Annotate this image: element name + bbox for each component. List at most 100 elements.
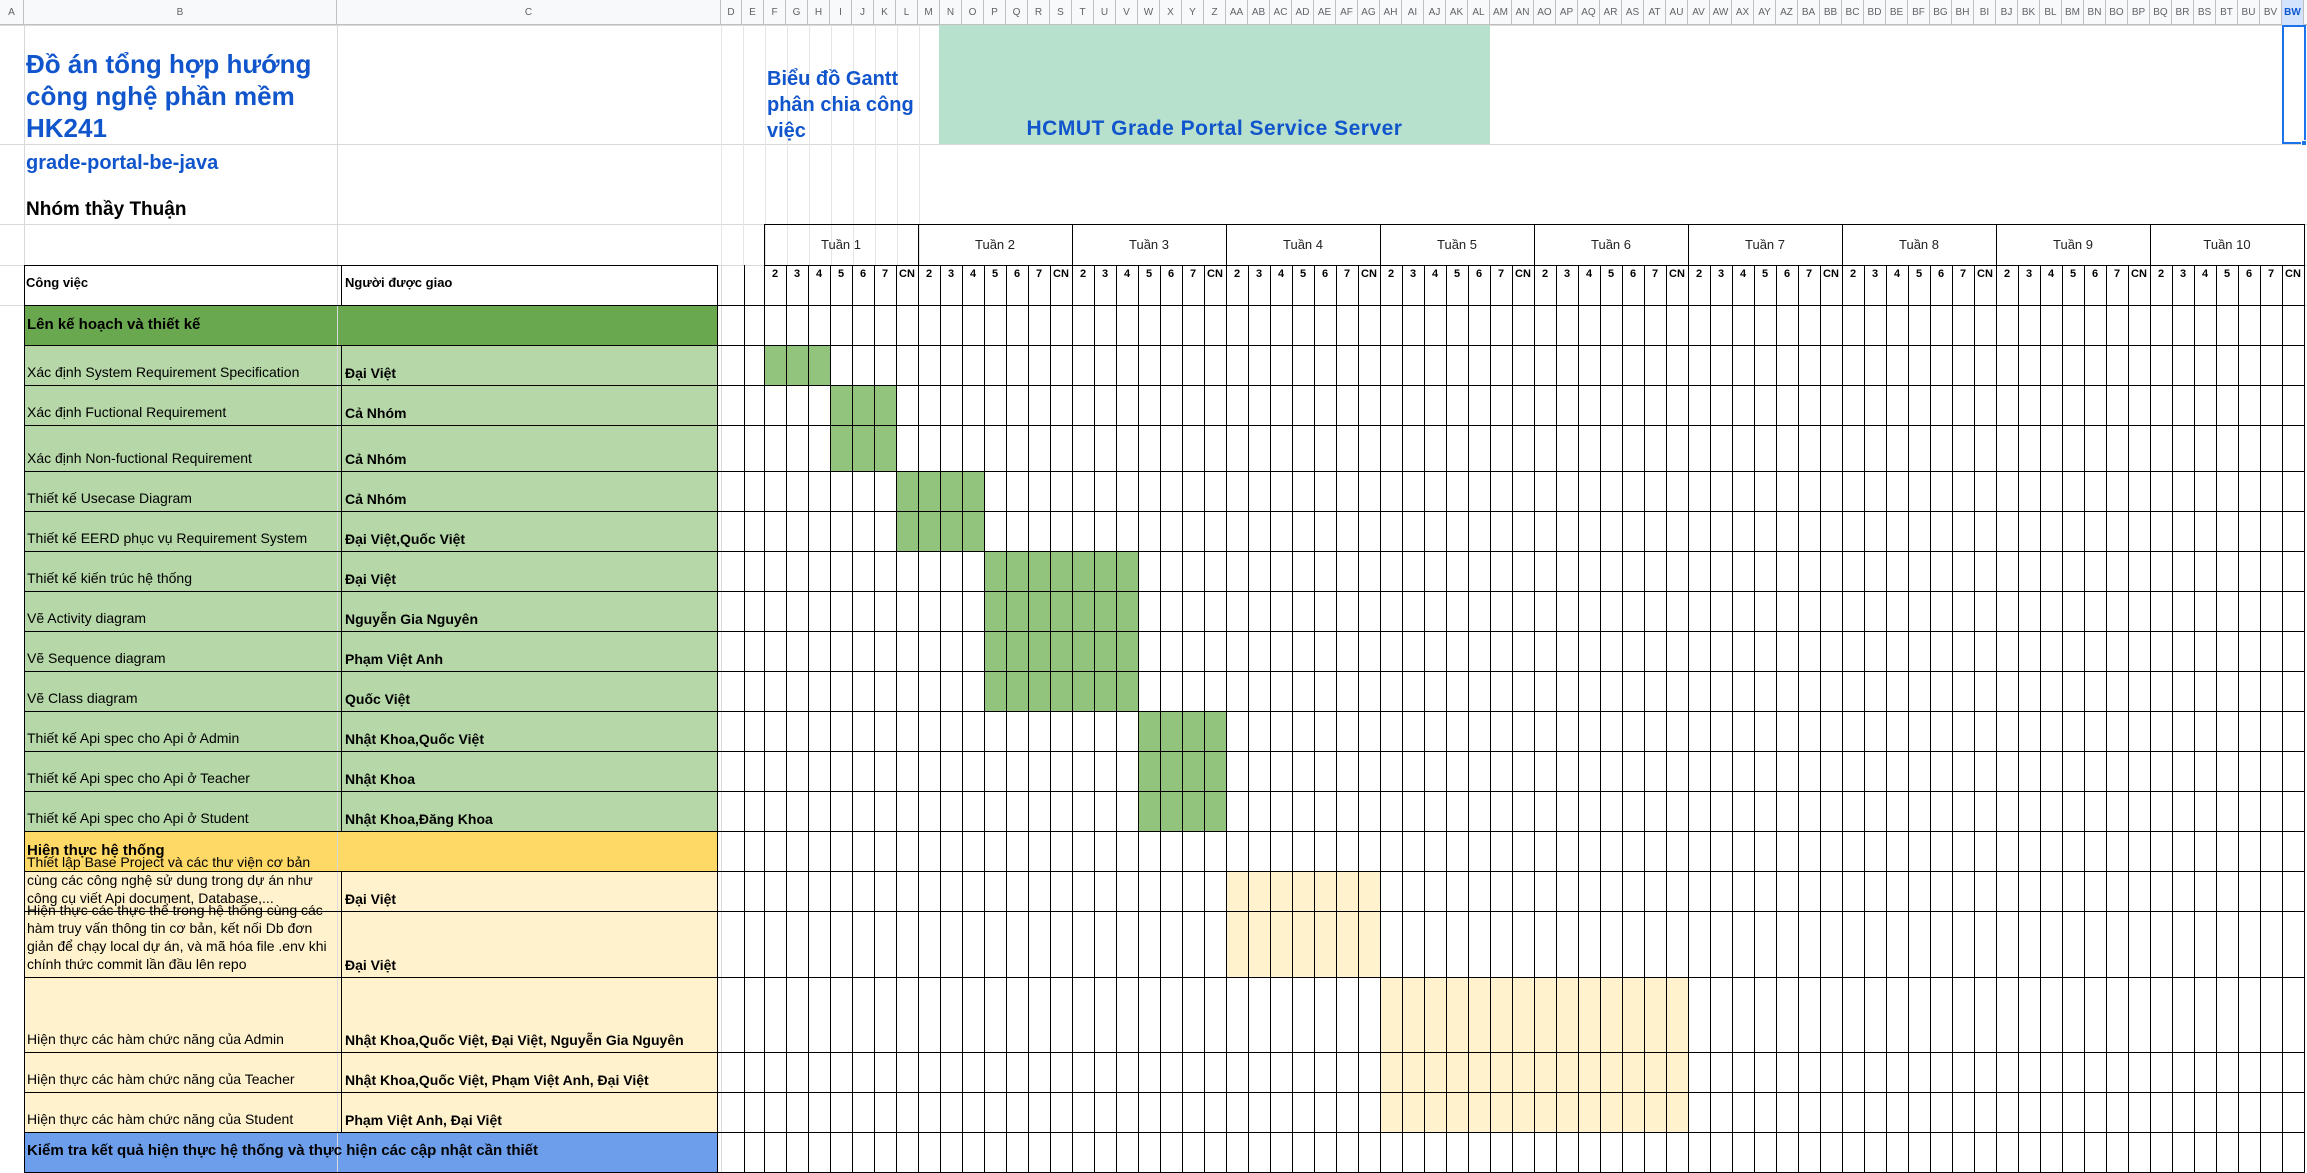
column-header-bv[interactable]: BV bbox=[2260, 0, 2282, 25]
column-header-ae[interactable]: AE bbox=[1314, 0, 1336, 25]
column-header-ai[interactable]: AI bbox=[1402, 0, 1424, 25]
week-header: Tuần 7 bbox=[1745, 237, 1785, 252]
column-header-c[interactable]: C bbox=[337, 0, 721, 25]
gantt-gridline-v bbox=[852, 265, 853, 1173]
gridline-v bbox=[765, 25, 766, 265]
column-header-aq[interactable]: AQ bbox=[1578, 0, 1600, 25]
day-header: 6 bbox=[1013, 268, 1021, 280]
column-header-ay[interactable]: AY bbox=[1754, 0, 1776, 25]
row-gridline bbox=[24, 831, 2304, 832]
column-header-t[interactable]: T bbox=[1072, 0, 1094, 25]
repo-name: grade-portal-be-java bbox=[26, 152, 219, 174]
column-header-bc[interactable]: BC bbox=[1842, 0, 1864, 25]
column-header-bt[interactable]: BT bbox=[2216, 0, 2238, 25]
column-header-bf[interactable]: BF bbox=[1908, 0, 1930, 25]
column-header-k[interactable]: K bbox=[874, 0, 896, 25]
column-header-u[interactable]: U bbox=[1094, 0, 1116, 25]
column-header-e[interactable]: E bbox=[742, 0, 764, 25]
column-header-h[interactable]: H bbox=[808, 0, 830, 25]
day-header: 6 bbox=[2245, 268, 2253, 280]
column-header-w[interactable]: W bbox=[1138, 0, 1160, 25]
column-header-ad[interactable]: AD bbox=[1292, 0, 1314, 25]
column-header-bl[interactable]: BL bbox=[2040, 0, 2062, 25]
column-header-ah[interactable]: AH bbox=[1380, 0, 1402, 25]
column-header-l[interactable]: L bbox=[896, 0, 918, 25]
gridline-v bbox=[919, 25, 920, 265]
assignee-divider bbox=[341, 671, 342, 711]
column-header-am[interactable]: AM bbox=[1490, 0, 1512, 25]
task-name: Thiết kế Usecase Diagram bbox=[27, 490, 192, 506]
column-header-r[interactable]: R bbox=[1028, 0, 1050, 25]
column-header-s[interactable]: S bbox=[1050, 0, 1072, 25]
column-header-ao[interactable]: AO bbox=[1534, 0, 1556, 25]
column-header-j[interactable]: J bbox=[852, 0, 874, 25]
column-header-bs[interactable]: BS bbox=[2194, 0, 2216, 25]
column-header-an[interactable]: AN bbox=[1512, 0, 1534, 25]
column-header-aa[interactable]: AA bbox=[1226, 0, 1248, 25]
column-header-x[interactable]: X bbox=[1160, 0, 1182, 25]
column-header-ac[interactable]: AC bbox=[1270, 0, 1292, 25]
column-header-g[interactable]: G bbox=[786, 0, 808, 25]
task-name: Xác định Fuctional Requirement bbox=[27, 404, 227, 420]
day-header: 4 bbox=[1585, 268, 1593, 280]
column-header-be[interactable]: BE bbox=[1886, 0, 1908, 25]
column-header-bu[interactable]: BU bbox=[2238, 0, 2260, 25]
column-header-aj[interactable]: AJ bbox=[1424, 0, 1446, 25]
column-header-bo[interactable]: BO bbox=[2106, 0, 2128, 25]
task-assignee: Cả Nhóm bbox=[345, 405, 407, 421]
column-header-ba[interactable]: BA bbox=[1798, 0, 1820, 25]
column-header-al[interactable]: AL bbox=[1468, 0, 1490, 25]
column-header-br[interactable]: BR bbox=[2172, 0, 2194, 25]
column-header-ax[interactable]: AX bbox=[1732, 0, 1754, 25]
column-header-bj[interactable]: BJ bbox=[1996, 0, 2018, 25]
column-header-b[interactable]: B bbox=[24, 0, 337, 25]
column-header-m[interactable]: M bbox=[918, 0, 940, 25]
column-header-y[interactable]: Y bbox=[1182, 0, 1204, 25]
task-assignee: Đại Việt bbox=[345, 571, 397, 587]
column-header-ap[interactable]: AP bbox=[1556, 0, 1578, 25]
column-header-p[interactable]: P bbox=[984, 0, 1006, 25]
column-header-as[interactable]: AS bbox=[1622, 0, 1644, 25]
column-header-av[interactable]: AV bbox=[1688, 0, 1710, 25]
column-header-q[interactable]: Q bbox=[1006, 0, 1028, 25]
day-header: CN bbox=[1823, 268, 1839, 280]
column-header-bi[interactable]: BI bbox=[1974, 0, 1996, 25]
gantt-gridline-v bbox=[1974, 265, 1975, 1173]
column-header-bq[interactable]: BQ bbox=[2150, 0, 2172, 25]
column-header-at[interactable]: AT bbox=[1644, 0, 1666, 25]
column-header-d[interactable]: D bbox=[721, 0, 742, 25]
task-fill bbox=[24, 911, 717, 977]
column-header-f[interactable]: F bbox=[764, 0, 786, 25]
column-header-aw[interactable]: AW bbox=[1710, 0, 1732, 25]
column-header-bn[interactable]: BN bbox=[2084, 0, 2106, 25]
column-header-ab[interactable]: AB bbox=[1248, 0, 1270, 25]
row-gridline bbox=[24, 631, 2304, 632]
column-header-bk[interactable]: BK bbox=[2018, 0, 2040, 25]
selected-cell[interactable] bbox=[2282, 25, 2306, 144]
column-header-ag[interactable]: AG bbox=[1358, 0, 1380, 25]
column-header-bm[interactable]: BM bbox=[2062, 0, 2084, 25]
day-header: 2 bbox=[1387, 268, 1395, 280]
column-header-af[interactable]: AF bbox=[1336, 0, 1358, 25]
gantt-gridline-v bbox=[1028, 265, 1029, 1173]
column-header-o[interactable]: O bbox=[962, 0, 984, 25]
column-header-v[interactable]: V bbox=[1116, 0, 1138, 25]
column-header-z[interactable]: Z bbox=[1204, 0, 1226, 25]
selection-handle[interactable] bbox=[2301, 140, 2307, 146]
column-header-bd[interactable]: BD bbox=[1864, 0, 1886, 25]
column-header-bh[interactable]: BH bbox=[1952, 0, 1974, 25]
task-assignee: Nhật Khoa,Quốc Việt bbox=[345, 731, 484, 747]
column-header-bp[interactable]: BP bbox=[2128, 0, 2150, 25]
column-header-ak[interactable]: AK bbox=[1446, 0, 1468, 25]
column-header-au[interactable]: AU bbox=[1666, 0, 1688, 25]
column-header-bb[interactable]: BB bbox=[1820, 0, 1842, 25]
column-header-n[interactable]: N bbox=[940, 0, 962, 25]
row-gridline bbox=[24, 711, 2304, 712]
column-header-az[interactable]: AZ bbox=[1776, 0, 1798, 25]
column-header-a[interactable]: A bbox=[0, 0, 24, 25]
column-header-bw[interactable]: BW bbox=[2282, 0, 2304, 25]
project-title: Đồ án tổng hợp hướng công nghệ phần mềm … bbox=[26, 49, 312, 143]
column-header-i[interactable]: I bbox=[830, 0, 852, 25]
column-header-ar[interactable]: AR bbox=[1600, 0, 1622, 25]
column-header-bg[interactable]: BG bbox=[1930, 0, 1952, 25]
